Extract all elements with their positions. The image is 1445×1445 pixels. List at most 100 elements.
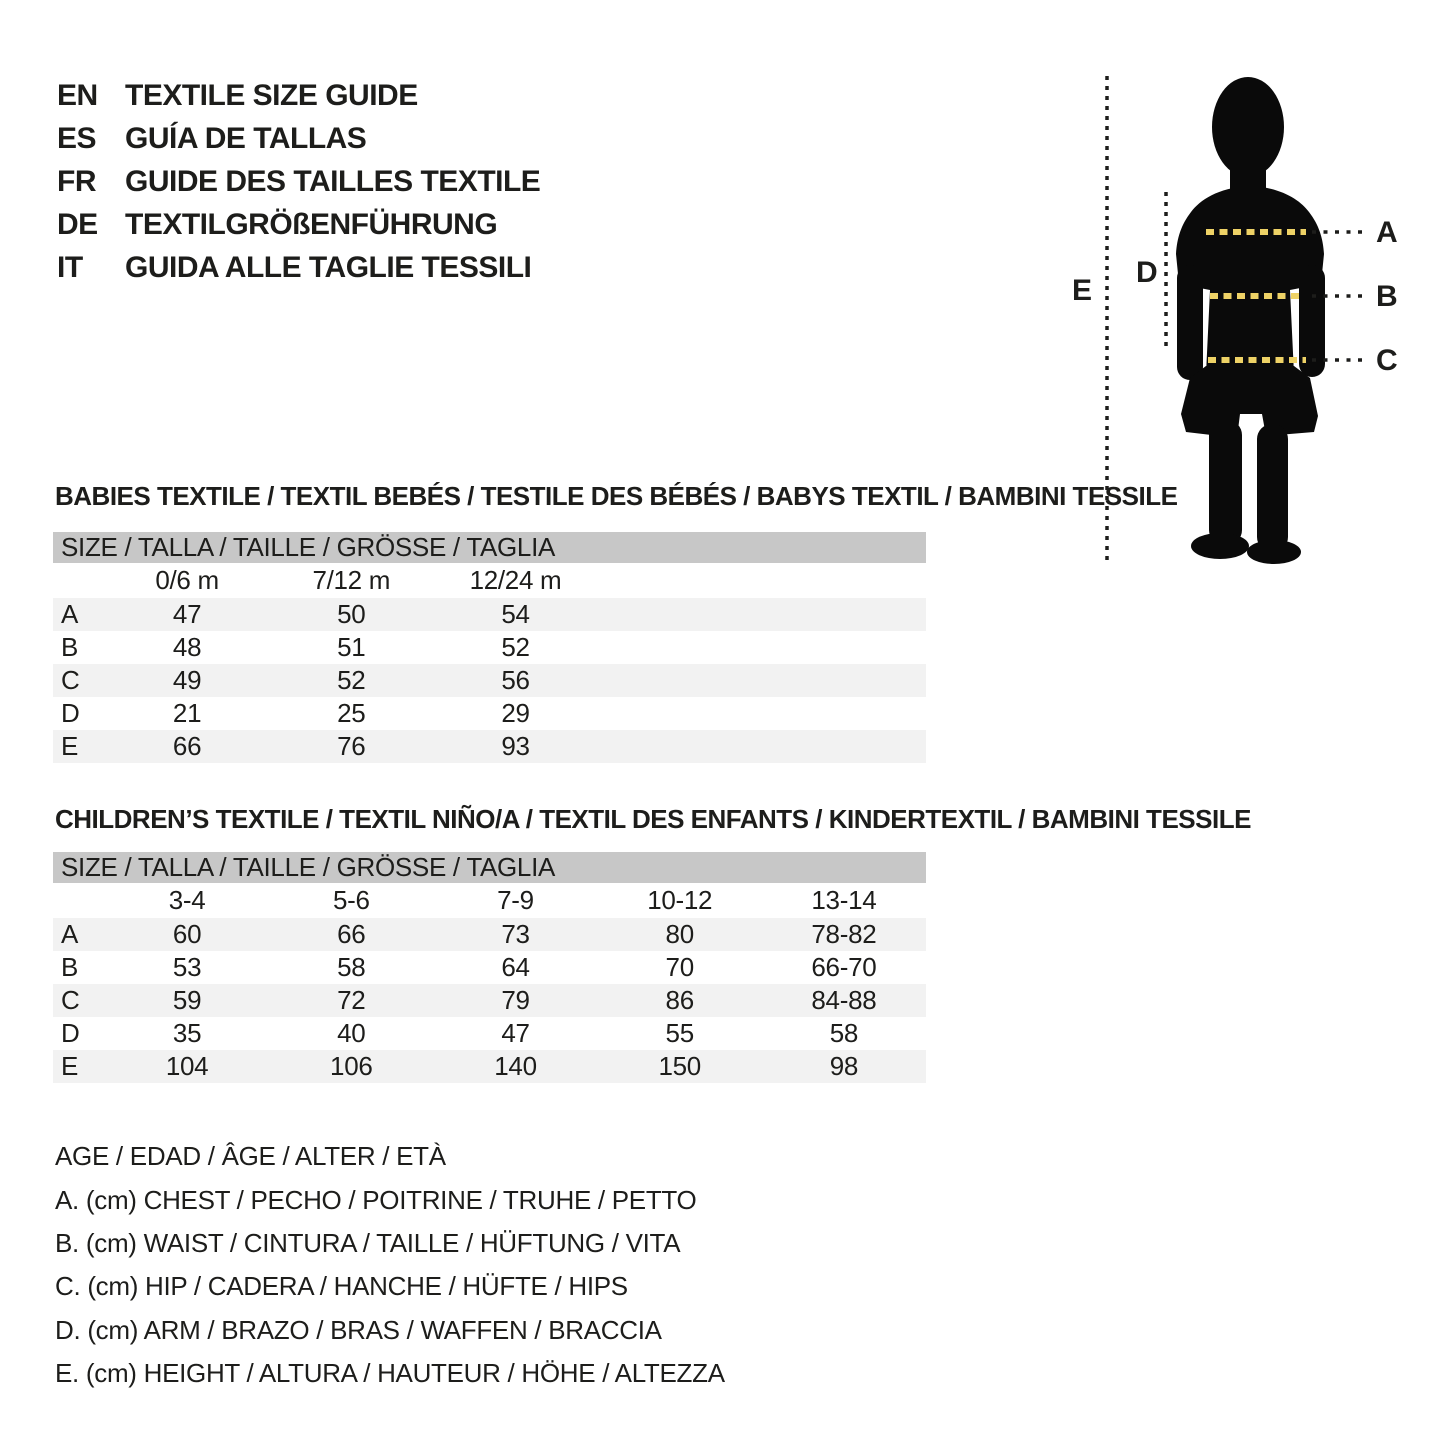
cell-value: 58 xyxy=(337,952,366,982)
cell-value: 66 xyxy=(337,919,366,949)
cell-value: 21 xyxy=(172,698,202,728)
size-column-header: 7/12 m xyxy=(312,565,391,595)
cell-value: 52 xyxy=(337,665,366,695)
cell-value: 78-82 xyxy=(811,919,877,949)
cell-value: 66 xyxy=(172,731,202,761)
size-column-header: 12/24 m xyxy=(469,565,562,595)
figure-label-C: C xyxy=(1376,344,1397,377)
babies-size-table: SIZE / TALLA / TAILLE / GRÖSSE / TAGLIA … xyxy=(53,532,926,763)
row-label: E xyxy=(61,1051,79,1081)
legend-line: A. (cm) CHEST / PECHO / POITRINE / TRUHE… xyxy=(55,1184,697,1215)
row-label: D xyxy=(61,1018,80,1048)
cell-value: 150 xyxy=(658,1051,701,1081)
language-entry: FR GUIDE DES TAILLES TEXTILE xyxy=(57,160,541,203)
size-column-header: 3-4 xyxy=(168,885,206,915)
table-row: B 48 51 52 xyxy=(53,631,926,664)
cell-value: 72 xyxy=(337,985,366,1015)
row-label: A xyxy=(61,599,79,629)
language-entry: EN TEXTILE SIZE GUIDE xyxy=(57,74,540,117)
cell-value: 50 xyxy=(337,599,366,629)
language-code: ES xyxy=(57,121,97,155)
legend-line: D. (cm) ARM / BRAZO / BRAS / WAFFEN / BR… xyxy=(55,1314,662,1345)
table-row: E 66 76 93 xyxy=(53,730,926,763)
cell-value: 84-88 xyxy=(811,985,877,1015)
cell-value: 79 xyxy=(501,985,530,1015)
cell-value: 73 xyxy=(501,919,530,949)
cell-value: 86 xyxy=(665,985,695,1015)
size-column-header xyxy=(762,563,926,598)
cell-value: 59 xyxy=(172,985,202,1015)
cell-value: 25 xyxy=(337,698,366,728)
children-size-table: SIZE / TALLA / TAILLE / GRÖSSE / TAGLIA … xyxy=(53,852,926,1083)
size-column-header: 7-9 xyxy=(497,885,534,915)
cell-value: 35 xyxy=(172,1018,202,1048)
language-code: IT xyxy=(57,250,83,284)
corner-cell xyxy=(53,883,105,918)
row-label: B xyxy=(61,632,79,662)
cell-value: 55 xyxy=(665,1018,695,1048)
cell-value: 53 xyxy=(172,952,202,982)
cell-value: 48 xyxy=(172,632,202,662)
corner-cell xyxy=(53,563,105,598)
size-column-header: 13-14 xyxy=(811,885,877,915)
language-code: FR xyxy=(57,164,97,198)
size-column-header: 5-6 xyxy=(332,885,370,915)
body-measure-lines xyxy=(1206,229,1366,363)
table-row: D 35 40 47 55 58 xyxy=(53,1017,926,1050)
children-section-title: CHILDREN’S TEXTILE / TEXTIL NIÑO/A / TEX… xyxy=(55,804,1251,834)
cell-value xyxy=(762,598,926,631)
table-column-headers: 0/6 m 7/12 m 12/24 m xyxy=(53,563,926,598)
row-label: E xyxy=(61,731,79,761)
row-label: C xyxy=(61,985,80,1015)
figure-label-A: A xyxy=(1376,216,1397,249)
cell-value: 140 xyxy=(494,1051,537,1081)
cell-value: 58 xyxy=(829,1018,859,1048)
cell-value xyxy=(598,664,762,697)
language-entry: IT GUIDA ALLE TAGLIE TESSILI xyxy=(57,246,540,289)
row-label: A xyxy=(61,919,79,949)
cell-value xyxy=(762,730,926,763)
row-label: C xyxy=(61,665,80,695)
language-code: EN xyxy=(57,78,98,112)
table-body: A 47 50 54 B 48 51 52 C 49 52 56 D 21 25 29 E 66 76 93 xyxy=(53,598,926,763)
cell-value: 54 xyxy=(501,599,530,629)
row-label: D xyxy=(61,698,80,728)
cell-value: 47 xyxy=(172,599,202,629)
child-silhouette xyxy=(1176,77,1325,564)
table-row: E 104 106 140 150 98 xyxy=(53,1050,926,1083)
size-column-header xyxy=(598,563,762,598)
child-silhouette-figure: A B C D E xyxy=(1072,76,1398,566)
guide-title: GUIDE DES TAILLES TEXTILE xyxy=(125,164,541,198)
cell-value: 66-70 xyxy=(811,952,877,982)
table-column-headers: 3-4 5-6 7-9 10-12 13-14 xyxy=(53,883,926,918)
cell-value: 106 xyxy=(330,1051,373,1081)
cell-value: 47 xyxy=(501,1018,530,1048)
cell-value xyxy=(598,697,762,730)
table-row: A 47 50 54 xyxy=(53,598,926,631)
cell-value xyxy=(762,664,926,697)
cell-value xyxy=(598,730,762,763)
cell-value: 56 xyxy=(501,665,530,695)
size-column-header: 0/6 m xyxy=(155,565,219,595)
cell-value: 70 xyxy=(665,952,695,982)
size-header-bar: SIZE / TALLA / TAILLE / GRÖSSE / TAGLIA xyxy=(53,532,926,563)
figure-label-E: E xyxy=(1072,274,1092,307)
guide-title: GUIDA ALLE TAGLIE TESSILI xyxy=(125,250,532,284)
figure-label-B: B xyxy=(1376,280,1397,313)
cell-value: 80 xyxy=(665,919,695,949)
language-title-list: EN TEXTILE SIZE GUIDE ES GUÍA DE TALLAS FR GU… xyxy=(57,74,541,289)
table-body: A 60 66 73 80 78-82 B 53 58 64 70 66-70 C 59 72 79 86 84-… xyxy=(53,918,926,1083)
cell-value: 49 xyxy=(172,665,202,695)
table-row: C 49 52 56 xyxy=(53,664,926,697)
cell-value: 52 xyxy=(501,632,530,662)
cell-value: 40 xyxy=(337,1018,366,1048)
legend-line: E. (cm) HEIGHT / ALTURA / HAUTEUR / HÖHE… xyxy=(55,1358,725,1389)
legend-line: AGE / EDAD / ÂGE / ALTER / ETÀ xyxy=(55,1141,446,1172)
row-label: B xyxy=(61,952,79,982)
language-entry: ES GUÍA DE TALLAS xyxy=(57,117,540,160)
cell-value: 98 xyxy=(829,1051,859,1081)
guide-title: GUÍA DE TALLAS xyxy=(125,121,367,155)
cell-value: 104 xyxy=(165,1051,209,1081)
table-row: C 59 72 79 86 84-88 xyxy=(53,984,926,1017)
